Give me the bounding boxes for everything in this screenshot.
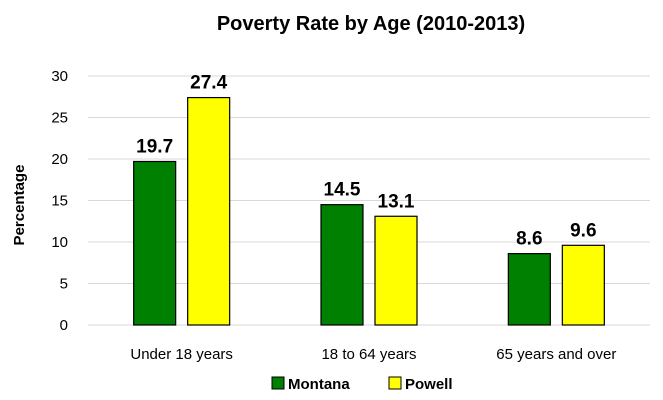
- bar-montana: [320, 204, 364, 326]
- legend-swatch-montana: [271, 376, 285, 390]
- y-tick-label: 20: [51, 151, 68, 168]
- y-axis-label: Percentage: [11, 165, 28, 246]
- y-tick-label: 30: [51, 68, 68, 85]
- data-label: 13.1: [378, 191, 415, 212]
- y-tick-label: 5: [60, 276, 68, 293]
- bar-powell: [374, 215, 418, 326]
- data-label: 19.7: [136, 136, 173, 157]
- data-label: 14.5: [324, 180, 361, 201]
- y-tick-label: 15: [51, 193, 68, 210]
- bar-montana: [507, 253, 551, 326]
- bar-powell: [561, 244, 605, 326]
- category-label: Under 18 years: [130, 346, 233, 363]
- data-label: 8.6: [516, 229, 542, 250]
- category-label: 65 years and over: [496, 346, 616, 363]
- bar-montana: [133, 160, 177, 326]
- chart-title: Poverty Rate by Age (2010-2013): [217, 13, 525, 35]
- legend-label: Powell: [405, 376, 453, 393]
- data-label: 9.6: [570, 220, 596, 241]
- legend: Montana Powell: [271, 376, 453, 393]
- y-tick-label: 0: [60, 317, 68, 334]
- category-labels: Under 18 years 18 to 64 years 65 years and…: [130, 346, 616, 363]
- bars: [133, 96, 605, 326]
- gridlines: [88, 75, 650, 326]
- legend-label: Montana: [288, 376, 350, 393]
- y-tick-label: 10: [51, 234, 68, 251]
- data-labels: 19.7 27.4 14.5 13.1 8.6 9.6: [136, 73, 596, 250]
- legend-swatch-powell: [388, 376, 402, 390]
- bar-powell: [187, 96, 231, 326]
- category-label: 18 to 64 years: [321, 346, 416, 363]
- y-tick-label: 25: [51, 110, 68, 127]
- y-tick-labels: 0 5 10 15 20 25 30: [51, 68, 68, 334]
- data-label: 27.4: [190, 73, 227, 94]
